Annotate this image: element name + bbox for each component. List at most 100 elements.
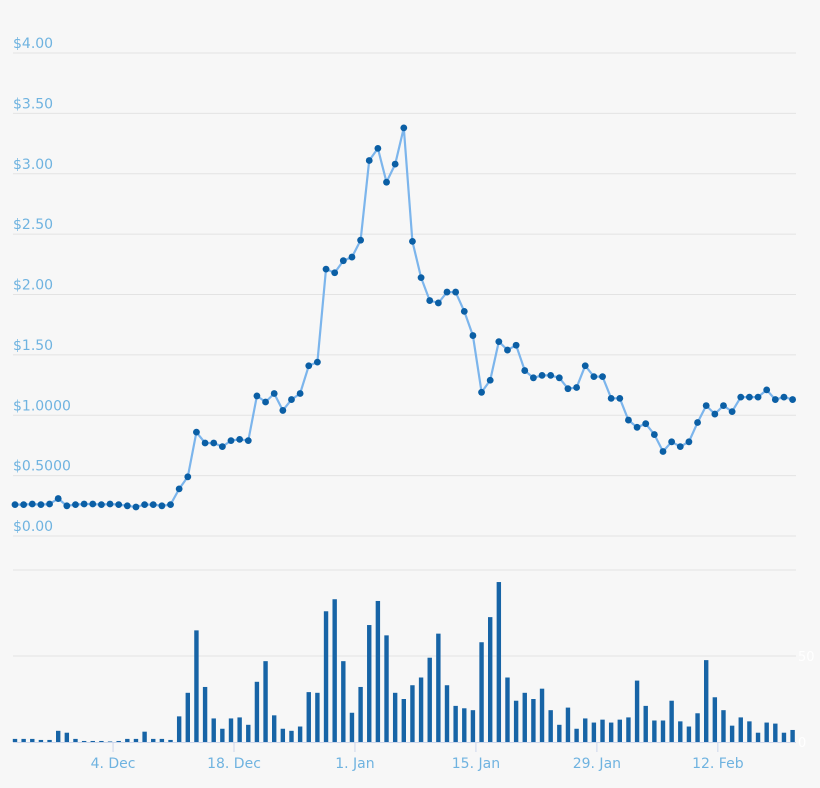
volume-bar bbox=[470, 710, 476, 742]
volume-bar bbox=[548, 710, 553, 742]
volume-bar bbox=[712, 697, 718, 742]
price-point bbox=[158, 502, 166, 510]
price-point bbox=[227, 437, 235, 445]
volume-bar bbox=[729, 725, 735, 742]
price-point bbox=[504, 346, 511, 354]
price-point bbox=[262, 398, 269, 406]
price-point bbox=[555, 374, 563, 382]
volume-bar bbox=[669, 700, 674, 742]
price-point bbox=[737, 393, 745, 401]
price-point bbox=[391, 160, 399, 168]
volume-bar bbox=[531, 699, 536, 742]
price-series-line bbox=[15, 126, 793, 509]
volume-bar bbox=[194, 630, 199, 742]
price-point bbox=[106, 500, 114, 508]
volume-bar bbox=[341, 661, 346, 742]
volume-bar bbox=[133, 738, 139, 742]
volume-bar bbox=[375, 600, 381, 742]
x-tick-label: 18. Dec bbox=[207, 756, 261, 772]
price-point bbox=[20, 501, 28, 509]
price-point bbox=[296, 390, 304, 397]
volume-y-axis-labels: 0 50 bbox=[798, 650, 815, 751]
volume-bar bbox=[125, 738, 130, 742]
volume-bar bbox=[272, 715, 277, 742]
price-point bbox=[279, 407, 287, 414]
price-y-tick-label: $0.00 bbox=[13, 519, 53, 535]
price-y-tick-label: $2.50 bbox=[13, 217, 53, 233]
price-point bbox=[244, 437, 252, 445]
volume-bar bbox=[228, 718, 234, 742]
volume-bar bbox=[652, 720, 657, 742]
volume-bar bbox=[600, 719, 605, 742]
price-y-tick-label: $0.5000 bbox=[13, 459, 71, 475]
price-point bbox=[685, 438, 693, 446]
price-point bbox=[486, 376, 494, 384]
volume-bar bbox=[38, 739, 44, 742]
volume-bar bbox=[557, 724, 562, 742]
volume-bar bbox=[608, 722, 614, 742]
price-point bbox=[460, 308, 468, 315]
price-y-tick-label: $3.00 bbox=[13, 157, 53, 173]
volume-bar bbox=[367, 625, 372, 742]
volume-bar bbox=[764, 722, 769, 742]
x-tick-label: 12. Feb bbox=[692, 756, 744, 772]
price-point bbox=[590, 373, 598, 381]
volume-bar bbox=[505, 677, 510, 742]
price-point bbox=[11, 501, 19, 509]
price-point bbox=[89, 500, 97, 508]
volume-bar bbox=[790, 729, 795, 742]
price-point bbox=[210, 439, 218, 447]
price-point bbox=[650, 431, 658, 438]
price-y-tick-label: $4.00 bbox=[13, 36, 53, 52]
price-point bbox=[754, 393, 762, 401]
price-point bbox=[383, 178, 390, 186]
price-point bbox=[676, 443, 684, 451]
volume-bar bbox=[660, 720, 666, 742]
price-point bbox=[149, 501, 157, 509]
volume-bar bbox=[246, 724, 251, 742]
volume-bar bbox=[513, 700, 519, 742]
volume-bar bbox=[30, 738, 35, 742]
volume-bar bbox=[168, 739, 173, 742]
price-point bbox=[409, 237, 416, 245]
price-point bbox=[175, 485, 183, 493]
volume-bar bbox=[211, 718, 216, 742]
volume-bar bbox=[755, 732, 761, 742]
volume-x-axis: 4. Dec 18. Dec 1. Jan 15. Jan 29. Jan 12. Feb bbox=[13, 742, 796, 772]
volume-bar bbox=[418, 677, 424, 742]
volume-bar bbox=[151, 738, 156, 742]
volume-bar bbox=[539, 688, 545, 742]
volume-bar bbox=[220, 728, 225, 742]
price-point bbox=[184, 473, 192, 481]
volume-bar bbox=[695, 713, 700, 742]
price-point bbox=[538, 372, 546, 379]
price-y-tick-label: $3.50 bbox=[13, 96, 53, 112]
price-point bbox=[616, 394, 624, 402]
volume-bar bbox=[427, 657, 432, 742]
volume-bar bbox=[289, 730, 294, 742]
price-point bbox=[763, 386, 771, 394]
volume-bar bbox=[202, 686, 208, 742]
volume-bars bbox=[12, 582, 795, 742]
volume-bar bbox=[591, 722, 597, 742]
price-y-tick-label: $2.00 bbox=[13, 278, 53, 294]
price-point bbox=[573, 384, 580, 391]
price-point bbox=[314, 358, 321, 366]
volume-y-tick-label: 50 bbox=[798, 650, 815, 665]
volume-bar bbox=[315, 692, 320, 742]
price-point bbox=[123, 502, 131, 510]
price-point bbox=[115, 501, 123, 509]
volume-bar bbox=[358, 686, 363, 742]
price-gridlines bbox=[13, 52, 796, 537]
price-point bbox=[236, 436, 244, 443]
price-point bbox=[633, 423, 641, 431]
price-point bbox=[711, 410, 719, 418]
volume-bar bbox=[392, 692, 398, 742]
volume-bar bbox=[263, 661, 268, 742]
price-point bbox=[417, 274, 425, 281]
volume-bar bbox=[704, 660, 709, 742]
price-point bbox=[167, 501, 174, 509]
price-point bbox=[547, 372, 555, 379]
price-point bbox=[348, 253, 356, 261]
price-point bbox=[469, 332, 477, 339]
